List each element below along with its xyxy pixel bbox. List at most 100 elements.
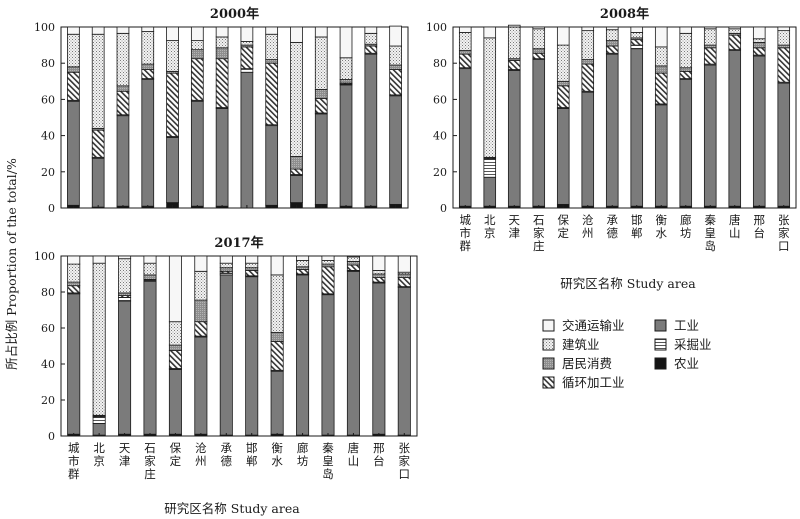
x-tick-label-张家口: 口 [399,467,411,481]
bar-segment-mining [483,158,497,178]
x-tick-label-石家庄: 庄 [144,467,156,481]
bar-segment-transport [372,255,386,271]
bar-segment-recycling [703,47,717,65]
bar-segment-recycling [116,90,130,116]
chart-title: 2017年 [214,235,263,251]
x-tick-label-城市群: 市 [68,454,80,468]
y-tick-label: 20 [41,166,55,179]
bar-segment-industry [556,108,570,205]
bar-segment-construction [321,260,335,265]
bar-segment-recycling [630,39,644,46]
legend-swatch-consumption [542,357,555,370]
bar-segment-recycling [245,269,259,277]
x-tick-label-秦皇岛: 秦 [705,213,717,227]
y-tick-label: 100 [426,21,447,34]
bar-segment-transport [118,255,132,260]
bar-廊坊 [296,255,310,437]
bar-segment-industry [215,108,229,207]
bar-segment-construction [752,38,766,43]
bar-segment-recycling [67,71,80,101]
bar-segment-consumption [290,156,303,170]
bar-segment-industry [240,71,254,209]
bar-衡水 [654,26,668,209]
bar-segment-recycling [296,269,310,275]
bar-北京 [483,26,497,209]
x-tick-label-张家口: 家 [399,454,411,468]
bar-segment-recycling [397,277,411,288]
y-tick-label: 20 [433,166,447,179]
panel-2017: 2017年 0 20 40 60 80 100 城市群北京天津石家庄保定沧州承德邯郸衡水廊坊秦… [34,235,418,481]
bar-segment-consumption [532,48,546,54]
bar-segment-consumption [116,85,130,92]
y-tick-label: 20 [41,394,55,407]
bar-segment-consumption [556,80,570,87]
bar-segment-mining [118,296,132,302]
bar-segment-transport [507,24,521,28]
bar-segment-transport [116,26,130,34]
x-tick-label-邯郸: 郸 [631,226,643,240]
bar-segment-recycling [372,277,386,283]
bar-segment-construction [245,262,259,269]
bar-segment-construction [507,26,521,60]
x-tick-label-城市群: 群 [68,467,80,481]
bar-segment-construction [630,32,644,39]
y-tick-label: 40 [41,358,55,371]
bar-segment-transport [67,26,80,35]
bar-segment-construction [141,31,155,65]
bar-秦皇岛 [314,26,328,209]
x-tick-label-承德: 承 [607,213,619,227]
x-tick-label-秦皇岛: 秦 [322,441,334,455]
x-tick-label-天津: 津 [509,226,521,240]
bar-segment-transport [143,255,157,264]
legend-swatch-agriculture [654,357,667,370]
bar-segment-recycling [215,58,229,108]
bar-segment-industry [143,280,157,435]
bar-segment-industry [752,55,766,207]
y-tick-label: 40 [433,130,447,143]
x-tick-label-廊坊: 坊 [297,454,309,468]
x-tick-label-廊坊: 坊 [680,226,692,240]
x-tick-label-天津: 天 [509,213,521,227]
bar-segment-construction [458,32,472,51]
bar-segment-industry [483,176,497,207]
bar-segment-recycling [605,45,619,54]
bar-segment-industry [321,294,335,436]
bar-segment-construction [270,274,284,333]
x-tick-label-沧州: 沧 [582,213,594,227]
x-tick-label-承德: 承 [221,441,233,455]
bar-segment-recycling [190,58,204,101]
bar-segment-construction [581,30,595,60]
bar-segment-transport [270,255,284,276]
bar-秦皇岛 [703,26,717,209]
bar-segment-recycling [679,70,693,79]
bar-segment-transport [67,255,81,265]
bar-segment-transport [556,26,570,46]
bar-segment-transport [166,26,179,41]
bar-segment-recycling [728,34,742,51]
bar-segment-consumption [219,267,233,272]
bar-segment-recycling [364,45,378,54]
bar-张家口 [777,26,791,209]
bar-天津 [116,26,130,209]
legend-label-construction: 建筑业 [562,337,600,352]
bar-segment-industry [67,293,81,435]
bar-segment-construction [703,28,717,46]
legend-label-recycling: 循环加工业 [562,375,625,390]
x-tick-label-石家庄: 庄 [533,239,545,253]
x-tick-label-城市群: 群 [460,239,472,253]
bar-segment-construction [296,260,310,268]
bar-segment-mining [92,416,106,424]
plot-frame [452,26,797,209]
bar-segment-transport [190,26,204,41]
bar-segment-industry [339,84,353,207]
bar-segment-transport [265,26,279,35]
bar-segment-transport [141,26,155,32]
bar-廊坊 [679,26,693,209]
bar-segment-construction [194,270,208,301]
x-tick-label-衡水: 水 [271,454,283,468]
bar-邢台 [752,26,766,209]
legend-label-consumption: 居民消费 [562,356,612,371]
bar-segment-industry [364,53,378,207]
bar-segment-consumption [581,59,595,65]
bar-segment-construction [346,256,360,262]
